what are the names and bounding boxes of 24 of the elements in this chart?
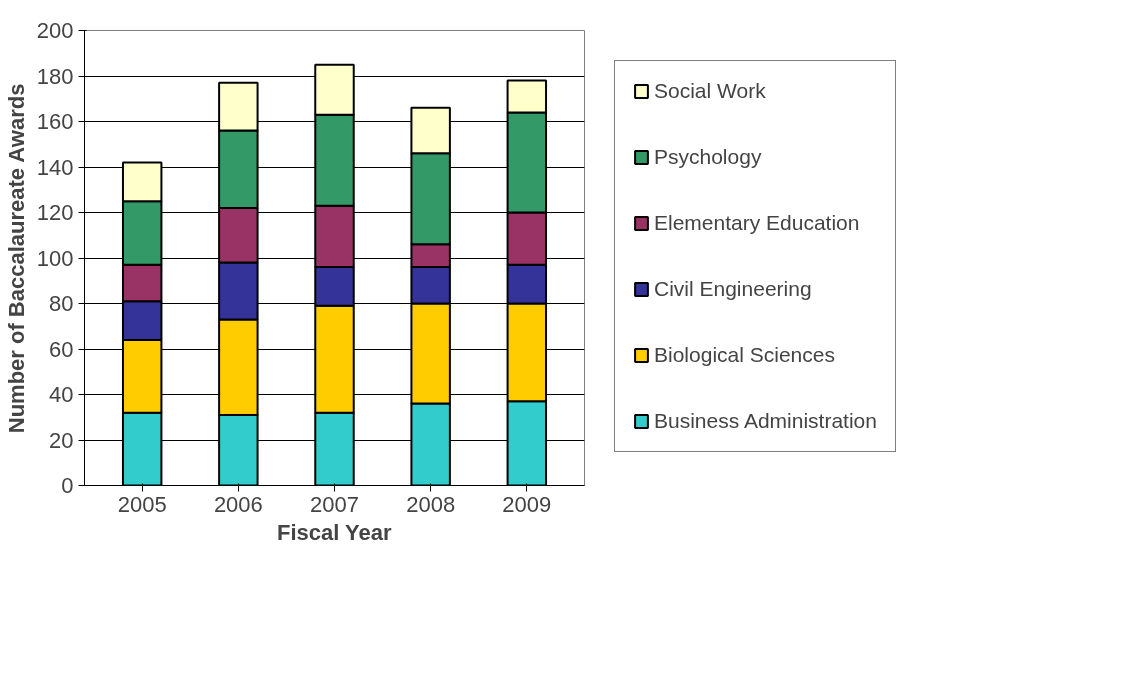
y-tick-label: 60 xyxy=(49,336,74,362)
y-tick-label: 40 xyxy=(49,382,74,407)
y-tick-label: 120 xyxy=(36,200,74,225)
x-axis-title: Fiscal Year xyxy=(277,519,393,545)
legend-label: Social Work xyxy=(654,79,766,103)
x-tick-label: 2007 xyxy=(310,491,359,517)
y-tick-label: 140 xyxy=(36,154,74,180)
legend-label: Psychology xyxy=(654,145,762,169)
y-tick-label: 80 xyxy=(49,291,74,316)
x-tick-label: 2006 xyxy=(213,491,263,517)
y-tick-label: 180 xyxy=(36,63,74,89)
legend-label: Elementary Education xyxy=(654,211,860,235)
y-tick-label: 160 xyxy=(36,109,74,134)
y-tick-label: 200 xyxy=(36,18,74,43)
x-tick-label: 2008 xyxy=(406,491,456,517)
x-tick-label: 2005 xyxy=(117,491,167,517)
y-tick-label: 20 xyxy=(49,427,74,453)
legend-label: Civil Engineering xyxy=(654,277,812,301)
legend-label: Biological Sciences xyxy=(654,343,835,367)
y-tick-label: 0 xyxy=(61,473,74,498)
y-tick-label: 100 xyxy=(36,245,74,271)
legend-label: Business Administration xyxy=(654,409,877,433)
y-axis-title: Number of Baccalaureate Awards xyxy=(3,83,29,434)
x-tick-label: 2009 xyxy=(502,491,552,517)
